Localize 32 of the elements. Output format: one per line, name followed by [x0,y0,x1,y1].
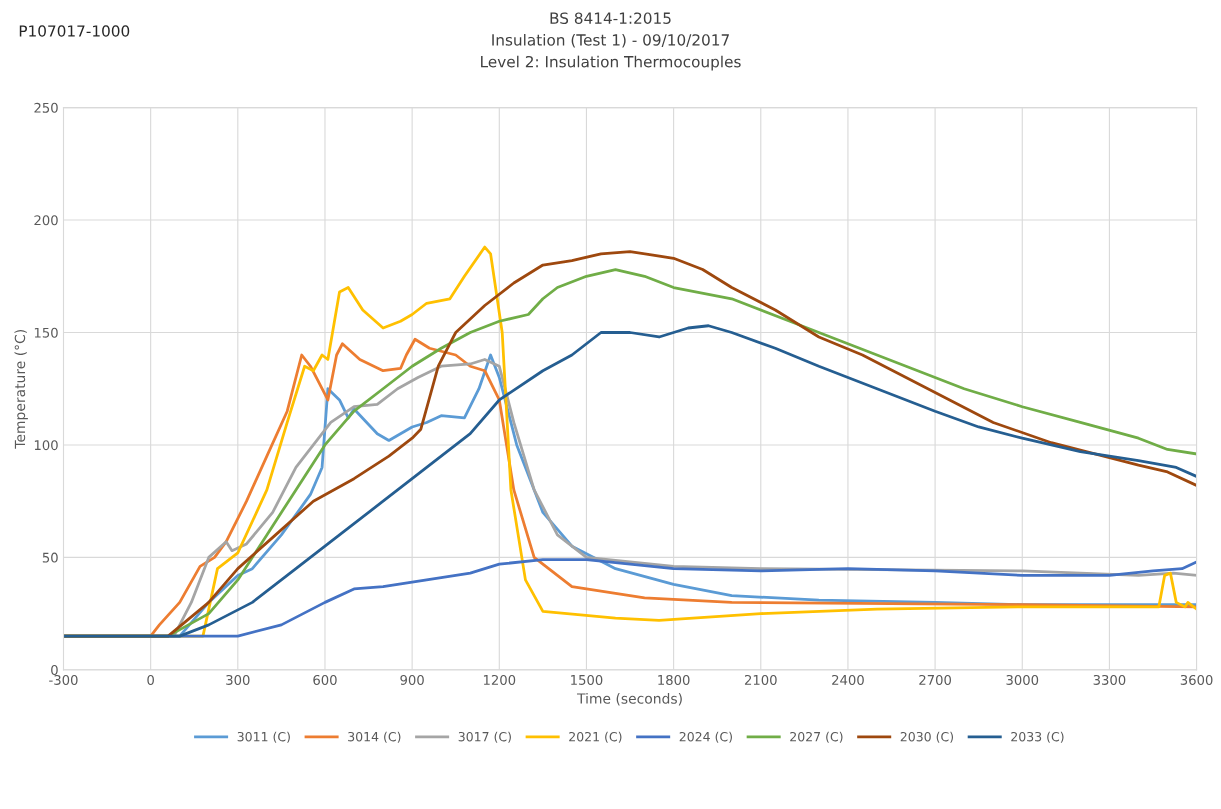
y-tick-label: 50 [42,552,58,563]
x-tick-label: 3000 [1006,674,1039,685]
legend-label: 2030 (C) [900,731,954,743]
y-tick-label: 100 [34,440,58,451]
x-tick-label: 2100 [744,674,777,685]
legend-label: 2021 (C) [569,731,622,743]
x-tick-label: 600 [313,674,337,685]
x-tick-label: 300 [226,674,250,685]
legend-label: 2027 (C) [790,731,843,743]
x-tick-label: 1800 [658,674,690,685]
chart-title: BS 8414-1:2015 Insulation (Test 1) - 09/10/2017 Level 2: Insulation Thermocouples [481,12,741,71]
x-axis-title: Time (seconds) [576,693,682,706]
text: P107017-1000 [19,25,130,37]
x-tick-label: 900 [400,674,424,685]
x-tick-label: 1500 [571,674,603,685]
legend-label: 3011 (C) [237,731,290,743]
y-tick-label: 200 [34,215,58,226]
y-tick-label: 150 [34,327,58,338]
x-tick-label: 0 [147,674,154,685]
x-tick-label: 3600 [1180,674,1213,685]
y-tick-label: 0 [51,665,58,676]
legend-label: 3017 (C) [458,731,511,743]
x-tick-label: 2400 [832,674,864,685]
legend-label: 2033 (C) [1011,731,1064,743]
x-tick-label: 2700 [919,674,952,685]
y-tick-label: 250 [34,102,58,113]
x-tick-label: 1200 [483,674,516,685]
y-axis-title: Temperature (°C) [14,329,28,449]
x-tick-label: -300 [49,674,78,685]
x-tick-label: 3300 [1093,674,1126,685]
legend-label: 2024 (C) [679,731,732,743]
legend-label: 3014 (C) [348,731,401,743]
